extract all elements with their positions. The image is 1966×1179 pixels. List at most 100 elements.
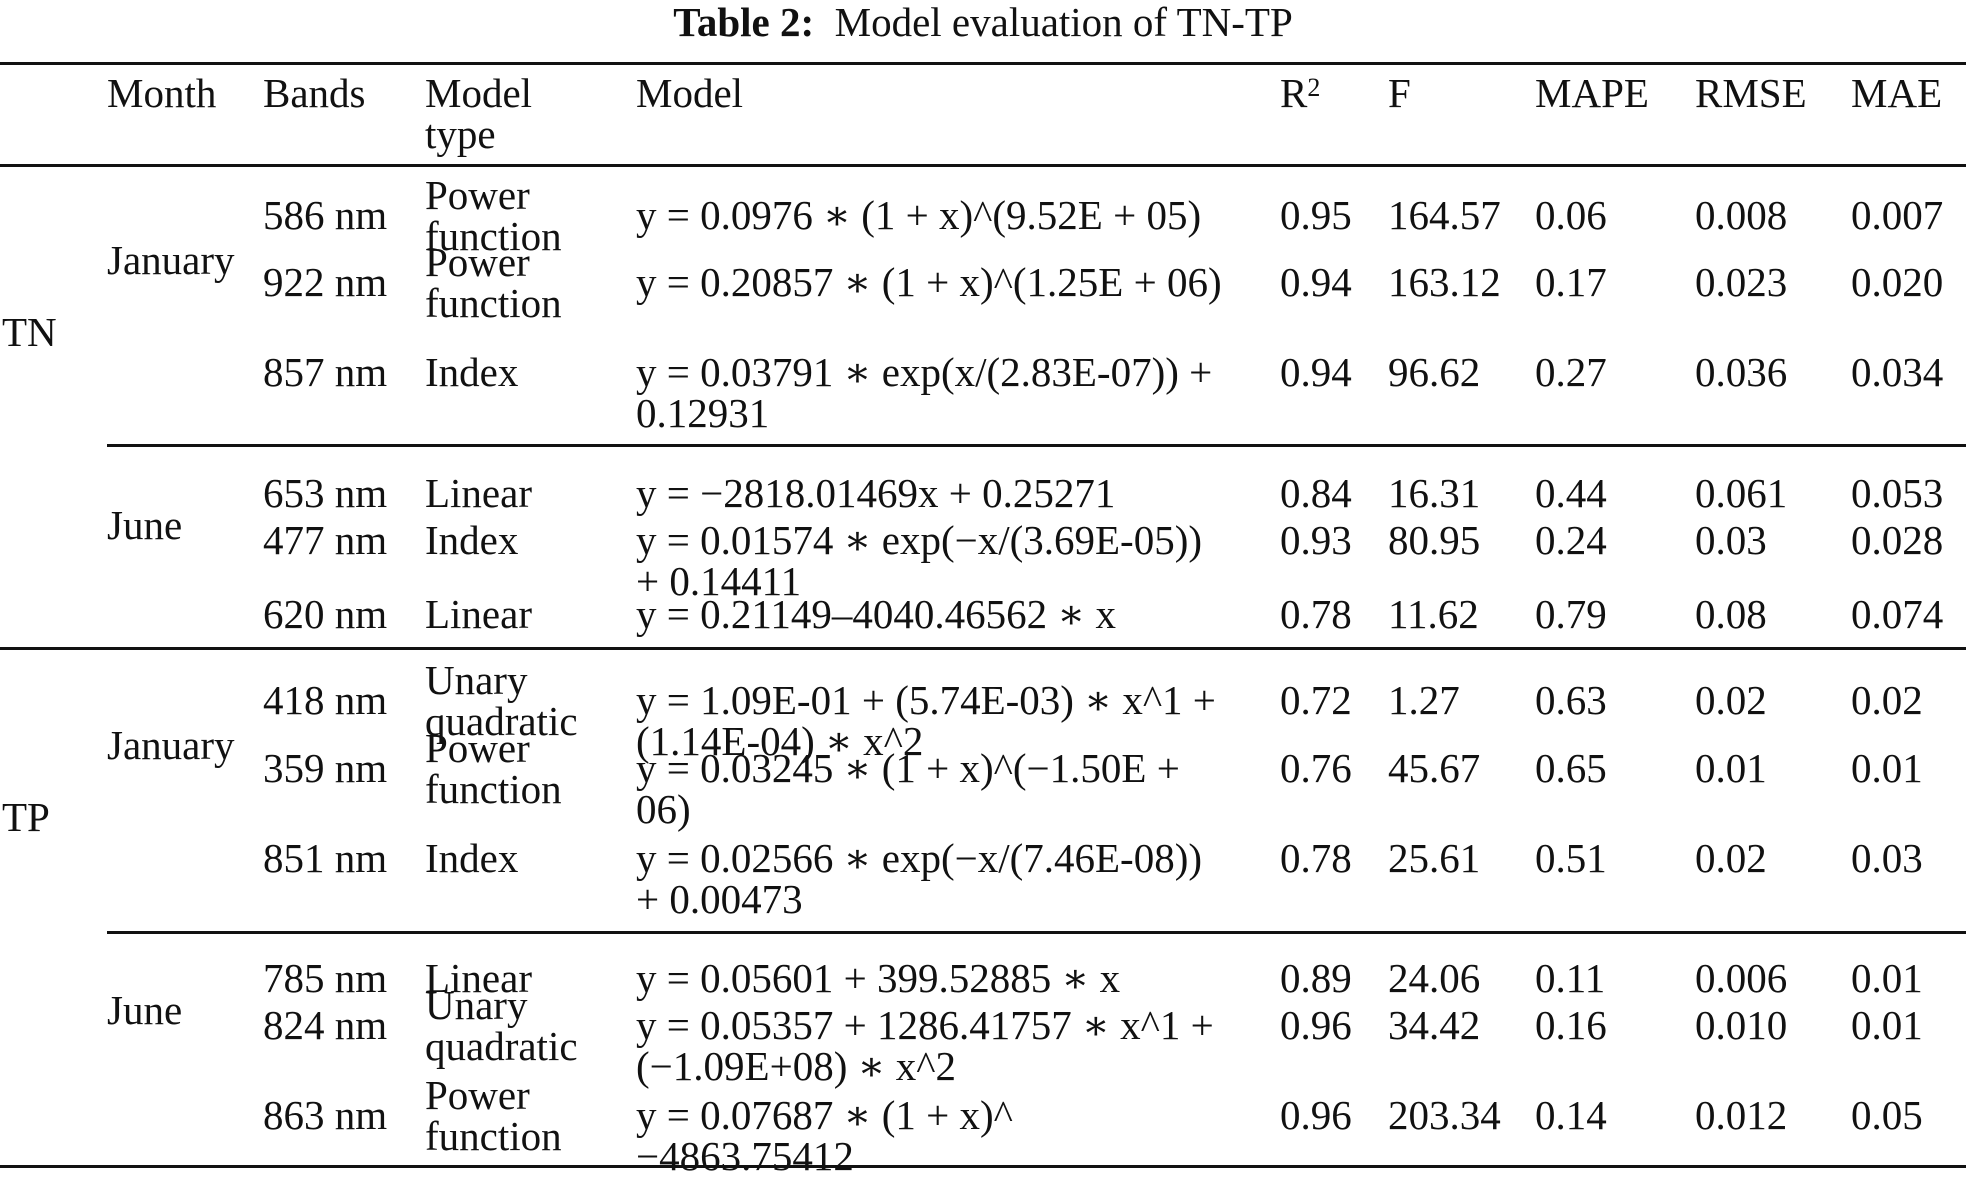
month-label: January bbox=[107, 237, 235, 283]
f-cell: 24.06 bbox=[1388, 955, 1481, 1001]
mape-cell: 0.51 bbox=[1535, 835, 1607, 881]
band-cell: 857 nm bbox=[263, 349, 388, 395]
month-label: January bbox=[107, 722, 235, 768]
r2-cell: 0.78 bbox=[1280, 835, 1352, 881]
band-cell: 922 nm bbox=[263, 259, 388, 305]
r2-cell: 0.96 bbox=[1280, 1002, 1352, 1048]
model-type-cell: function bbox=[425, 1113, 562, 1159]
r2-cell: 0.84 bbox=[1280, 470, 1352, 516]
r2-cell: 0.76 bbox=[1280, 745, 1352, 791]
rmse-cell: 0.023 bbox=[1695, 259, 1788, 305]
mae-cell: 0.007 bbox=[1851, 192, 1944, 238]
model-equation-cell: y = 0.0976 ∗ (1 + x)^(9.52E + 05) bbox=[636, 192, 1202, 238]
r2-cell: 0.72 bbox=[1280, 677, 1352, 723]
model-equation-cell: y = −2818.01469x + 0.25271 bbox=[636, 470, 1116, 516]
table-caption-text: Model evaluation of TN-TP bbox=[834, 0, 1293, 45]
table-caption: Table 2: Model evaluation of TN-TP bbox=[0, 0, 1966, 50]
mape-cell: 0.24 bbox=[1535, 517, 1607, 563]
band-cell: 586 nm bbox=[263, 192, 388, 238]
r2-cell: 0.94 bbox=[1280, 349, 1352, 395]
mae-cell: 0.020 bbox=[1851, 259, 1944, 305]
f-cell: 45.67 bbox=[1388, 745, 1481, 791]
rmse-cell: 0.02 bbox=[1695, 835, 1767, 881]
model-type-cell: Power bbox=[425, 1072, 530, 1118]
band-cell: 851 nm bbox=[263, 835, 388, 881]
model-type-cell: Index bbox=[425, 835, 519, 881]
header-mae: MAE bbox=[1851, 70, 1943, 116]
header-month: Month bbox=[107, 70, 217, 116]
header-r2-superscript: 2 bbox=[1307, 73, 1321, 102]
band-cell: 863 nm bbox=[263, 1092, 388, 1138]
mae-cell: 0.074 bbox=[1851, 591, 1944, 637]
rmse-cell: 0.02 bbox=[1695, 677, 1767, 723]
table-rule bbox=[107, 444, 1966, 447]
model-type-cell: Linear bbox=[425, 955, 532, 1001]
model-equation-cell: (−1.09E+08) ∗ x^2 bbox=[636, 1043, 956, 1089]
rmse-cell: 0.08 bbox=[1695, 591, 1767, 637]
model-type-cell: Linear bbox=[425, 591, 532, 637]
model-equation-cell: 06) bbox=[636, 786, 691, 832]
model-type-cell: function bbox=[425, 766, 562, 812]
mae-cell: 0.03 bbox=[1851, 835, 1923, 881]
table-rule bbox=[0, 1165, 1966, 1168]
model-equation-cell: + 0.14411 bbox=[636, 558, 802, 604]
model-equation-cell: y = 0.07687 ∗ (1 + x)^ bbox=[636, 1092, 1013, 1138]
model-equation-cell: y = 0.20857 ∗ (1 + x)^(1.25E + 06) bbox=[636, 259, 1222, 305]
model-equation-cell: y = 0.01574 ∗ exp(−x/(3.69E-05)) bbox=[636, 517, 1203, 563]
band-cell: 418 nm bbox=[263, 677, 388, 723]
band-cell: 785 nm bbox=[263, 955, 388, 1001]
model-equation-cell: y = 0.05357 + 1286.41757 ∗ x^1 + bbox=[636, 1002, 1214, 1048]
rmse-cell: 0.012 bbox=[1695, 1092, 1788, 1138]
mape-cell: 0.63 bbox=[1535, 677, 1607, 723]
model-equation-cell: y = 0.03245 ∗ (1 + x)^(−1.50E + bbox=[636, 745, 1180, 791]
r2-cell: 0.94 bbox=[1280, 259, 1352, 305]
r2-cell: 0.96 bbox=[1280, 1092, 1352, 1138]
model-type-cell: Index bbox=[425, 517, 519, 563]
mae-cell: 0.028 bbox=[1851, 517, 1944, 563]
r2-cell: 0.89 bbox=[1280, 955, 1352, 1001]
model-equation-cell: y = 0.02566 ∗ exp(−x/(7.46E-08)) bbox=[636, 835, 1203, 881]
header-f: F bbox=[1388, 70, 1411, 116]
model-type-cell: Power bbox=[425, 172, 530, 218]
group-label: TP bbox=[2, 794, 50, 840]
mape-cell: 0.16 bbox=[1535, 1002, 1607, 1048]
model-equation-cell: + 0.00473 bbox=[636, 876, 803, 922]
mape-cell: 0.14 bbox=[1535, 1092, 1607, 1138]
table-rule bbox=[0, 62, 1966, 65]
mape-cell: 0.44 bbox=[1535, 470, 1607, 516]
f-cell: 96.62 bbox=[1388, 349, 1481, 395]
rmse-cell: 0.03 bbox=[1695, 517, 1767, 563]
f-cell: 164.57 bbox=[1388, 192, 1501, 238]
table-rule bbox=[0, 647, 1966, 650]
model-type-cell: function bbox=[425, 280, 562, 326]
header-bands: Bands bbox=[263, 70, 366, 116]
f-cell: 11.62 bbox=[1388, 591, 1479, 637]
mae-cell: 0.01 bbox=[1851, 1002, 1923, 1048]
model-type-cell: Power bbox=[425, 239, 530, 285]
header-model-type-line2: type bbox=[425, 111, 496, 157]
r2-cell: 0.93 bbox=[1280, 517, 1352, 563]
model-type-cell: quadratic bbox=[425, 1023, 578, 1069]
mape-cell: 0.65 bbox=[1535, 745, 1607, 791]
model-equation-cell: (1.14E-04) ∗ x^2 bbox=[636, 718, 924, 764]
group-label: TN bbox=[2, 309, 57, 355]
mae-cell: 0.02 bbox=[1851, 677, 1923, 723]
model-type-cell: Unary bbox=[425, 657, 528, 703]
f-cell: 163.12 bbox=[1388, 259, 1501, 305]
mae-cell: 0.05 bbox=[1851, 1092, 1923, 1138]
rmse-cell: 0.008 bbox=[1695, 192, 1788, 238]
mape-cell: 0.11 bbox=[1535, 955, 1606, 1001]
model-type-cell: Unary bbox=[425, 982, 528, 1028]
table-caption-label: Table 2: bbox=[673, 0, 815, 45]
band-cell: 359 nm bbox=[263, 745, 388, 791]
mae-cell: 0.034 bbox=[1851, 349, 1944, 395]
model-equation-cell: y = 0.21149–4040.46562 ∗ x bbox=[636, 591, 1116, 637]
mae-cell: 0.053 bbox=[1851, 470, 1944, 516]
f-cell: 1.27 bbox=[1388, 677, 1460, 723]
band-cell: 824 nm bbox=[263, 1002, 388, 1048]
model-equation-cell: y = 1.09E-01 + (5.74E-03) ∗ x^1 + bbox=[636, 677, 1216, 723]
rmse-cell: 0.036 bbox=[1695, 349, 1788, 395]
mape-cell: 0.79 bbox=[1535, 591, 1607, 637]
f-cell: 16.31 bbox=[1388, 470, 1481, 516]
f-cell: 34.42 bbox=[1388, 1002, 1481, 1048]
